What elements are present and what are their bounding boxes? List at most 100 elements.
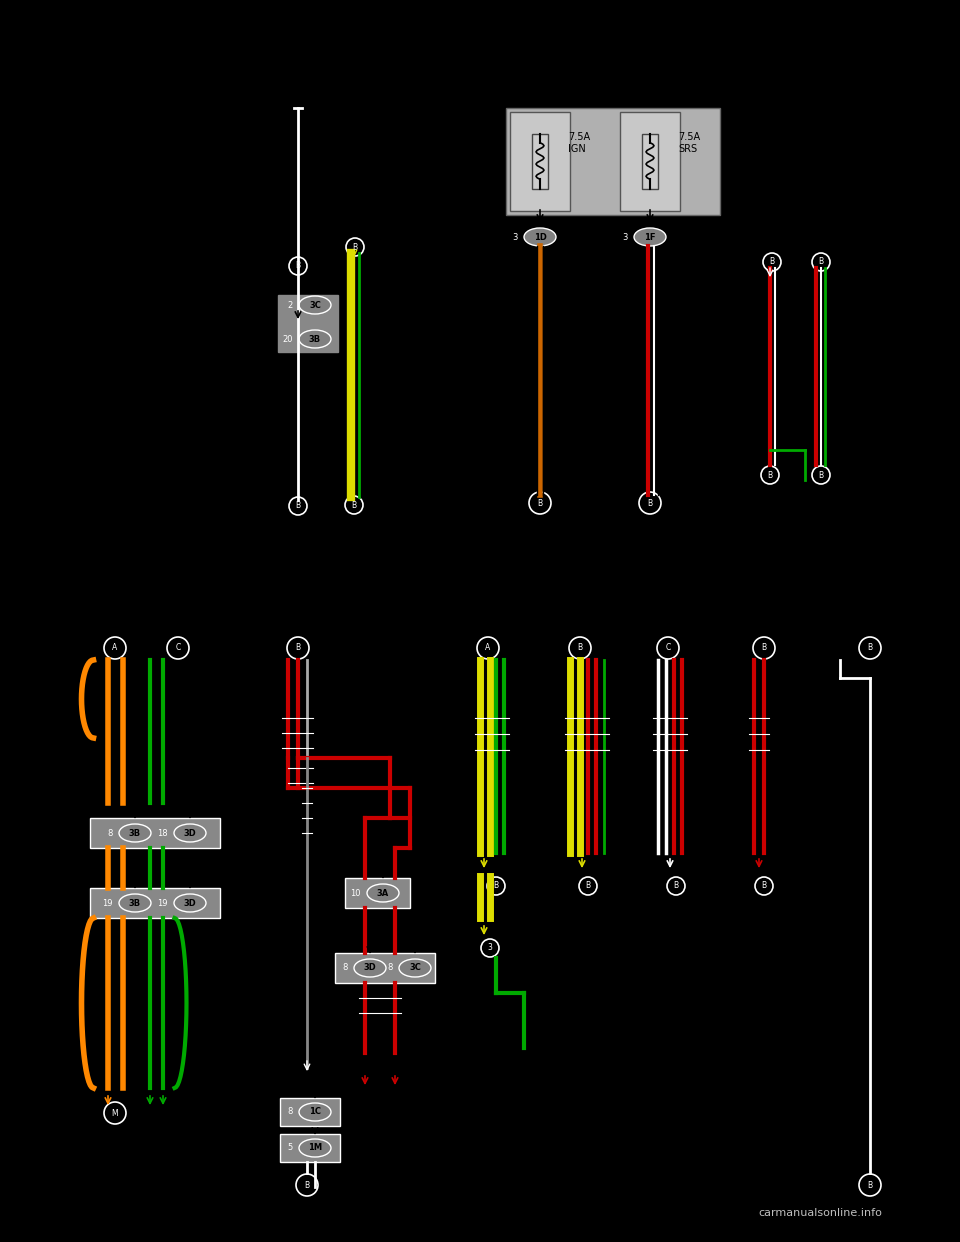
Text: B: B [819, 471, 824, 479]
Bar [90, 818, 220, 848]
Text: 18: 18 [157, 828, 168, 837]
Text: B: B [304, 1180, 309, 1190]
Text: B: B [868, 1180, 873, 1190]
Text: B: B [538, 498, 542, 508]
Text: 3C: 3C [409, 964, 420, 972]
Circle shape [763, 253, 781, 271]
Circle shape [761, 466, 779, 484]
Ellipse shape [299, 296, 331, 314]
Circle shape [667, 877, 685, 895]
Bar [532, 133, 548, 189]
Bar [510, 112, 570, 211]
Circle shape [812, 253, 830, 271]
Circle shape [296, 1174, 318, 1196]
Text: B: B [493, 882, 498, 891]
Text: 19: 19 [103, 898, 113, 908]
Ellipse shape [119, 823, 151, 842]
Circle shape [753, 637, 775, 660]
Ellipse shape [634, 229, 666, 246]
Circle shape [859, 1174, 881, 1196]
Bar [280, 1098, 340, 1126]
Bar [90, 888, 220, 918]
Text: B: B [761, 882, 767, 891]
Ellipse shape [119, 894, 151, 912]
Circle shape [657, 637, 679, 660]
Text: B: B [767, 471, 773, 479]
Ellipse shape [524, 229, 556, 246]
Text: 3B: 3B [129, 898, 141, 908]
Text: 8: 8 [288, 1108, 293, 1117]
Circle shape [859, 637, 881, 660]
Text: 10: 10 [350, 888, 361, 898]
Text: B: B [577, 643, 583, 652]
Text: 1D: 1D [534, 232, 546, 241]
Circle shape [755, 877, 773, 895]
Text: A: A [486, 643, 491, 652]
Bar [280, 1134, 340, 1163]
Bar [642, 133, 658, 189]
Circle shape [477, 637, 499, 660]
Text: 1M: 1M [308, 1144, 322, 1153]
Text: 1C: 1C [309, 1108, 321, 1117]
Bar [335, 953, 435, 982]
Circle shape [346, 238, 364, 256]
Text: B: B [868, 643, 873, 652]
Text: 3: 3 [488, 944, 492, 953]
Text: B: B [296, 643, 300, 652]
Circle shape [289, 497, 307, 515]
Circle shape [289, 257, 307, 274]
Text: carmanualsonline.info: carmanualsonline.info [758, 1208, 882, 1218]
Text: 3C: 3C [309, 301, 321, 309]
Ellipse shape [299, 330, 331, 348]
Ellipse shape [399, 959, 431, 977]
Ellipse shape [174, 894, 206, 912]
Text: B: B [351, 501, 356, 509]
Text: B: B [761, 643, 767, 652]
Text: 8: 8 [388, 964, 393, 972]
Text: A: A [112, 643, 118, 652]
Text: 7.5A
IGN: 7.5A IGN [568, 132, 590, 154]
Text: 3D: 3D [364, 964, 376, 972]
Circle shape [812, 466, 830, 484]
Bar [620, 112, 680, 211]
Circle shape [529, 492, 551, 514]
Ellipse shape [299, 1103, 331, 1122]
Text: 19: 19 [157, 898, 168, 908]
Text: 3B: 3B [129, 828, 141, 837]
Text: B: B [673, 882, 679, 891]
Circle shape [345, 496, 363, 514]
Text: M: M [111, 1109, 118, 1118]
Circle shape [167, 637, 189, 660]
Circle shape [287, 637, 309, 660]
Text: B: B [647, 498, 653, 508]
Text: 3D: 3D [183, 898, 197, 908]
Text: 8: 8 [108, 828, 113, 837]
Text: 2: 2 [288, 301, 293, 309]
Ellipse shape [354, 959, 386, 977]
Bar [506, 108, 720, 215]
Ellipse shape [367, 884, 399, 902]
Text: 3: 3 [513, 232, 518, 241]
Circle shape [481, 939, 499, 958]
Bar [345, 878, 410, 908]
Text: B: B [586, 882, 590, 891]
Ellipse shape [299, 1139, 331, 1158]
Text: 3: 3 [623, 232, 628, 241]
Text: 1F: 1F [644, 232, 656, 241]
Circle shape [569, 637, 591, 660]
Text: B: B [296, 502, 300, 510]
Text: 20: 20 [282, 334, 293, 344]
Text: B: B [819, 257, 824, 267]
Text: B: B [769, 257, 775, 267]
Text: 3B: 3B [309, 334, 321, 344]
Circle shape [579, 877, 597, 895]
Text: B: B [352, 242, 357, 251]
Text: 7.5A
SRS: 7.5A SRS [678, 132, 700, 154]
Text: 3A: 3A [377, 888, 389, 898]
Circle shape [104, 1102, 126, 1124]
Text: B: B [296, 262, 300, 271]
Text: C: C [665, 643, 671, 652]
Circle shape [104, 637, 126, 660]
Text: 8: 8 [343, 964, 348, 972]
Text: 5: 5 [288, 1144, 293, 1153]
